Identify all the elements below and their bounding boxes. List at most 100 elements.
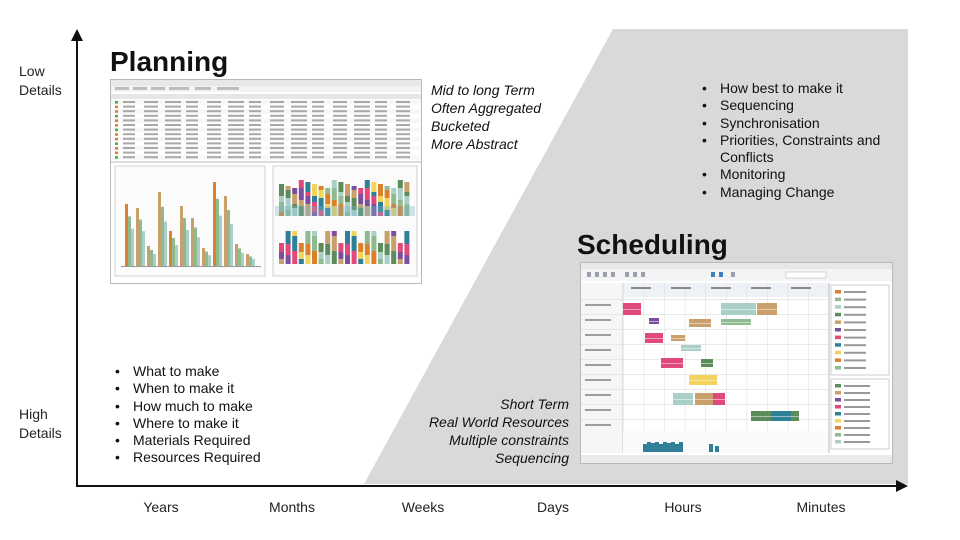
table-cell <box>291 119 307 122</box>
table-cell <box>186 137 198 140</box>
planning-bar <box>213 182 216 266</box>
planning-stack-segment <box>345 244 350 255</box>
planning-stack-segment <box>331 180 337 188</box>
gantt-task-divider <box>701 363 713 364</box>
planning-bar <box>224 196 227 266</box>
planning-bar <box>194 227 197 266</box>
planning-stack-segment <box>397 188 403 200</box>
table-cell <box>333 124 347 126</box>
planning-bar <box>219 215 222 266</box>
planning-stack-segment <box>325 188 331 194</box>
table-cell <box>186 128 198 131</box>
x-tick-weeks: Weeks <box>401 499 445 515</box>
planning-stack-segment <box>351 231 357 236</box>
gantt-row-line <box>581 374 829 375</box>
table-cell <box>291 124 307 126</box>
table-cell <box>228 133 244 136</box>
table-row-status-icon <box>115 119 118 122</box>
planning-bar <box>161 206 164 266</box>
planning-bar <box>172 238 175 266</box>
planning-stack-segment <box>358 208 364 216</box>
gantt-header-label <box>751 287 771 289</box>
planning-stack-segment <box>279 259 284 264</box>
planning-stack-segment <box>292 231 298 236</box>
gantt-task-divider <box>671 338 685 339</box>
y-axis-bottom-label: High Details <box>19 406 62 441</box>
table-row-stripe <box>111 118 421 123</box>
x-tick-hours: Hours <box>664 499 702 515</box>
table-cell <box>228 142 244 145</box>
planning-stack-segment <box>279 202 284 212</box>
planning-bar <box>183 218 186 266</box>
table-cell <box>249 156 261 159</box>
resource-label <box>844 441 870 443</box>
planning-stack-segment <box>305 182 311 192</box>
table-cell <box>375 124 387 126</box>
table-cell <box>291 142 307 145</box>
table-cell <box>291 147 307 149</box>
planning-stack-segment <box>378 196 383 202</box>
planning-stack-segment <box>371 231 377 236</box>
legend-swatch <box>835 335 841 340</box>
planning-question: When to make it <box>113 380 261 398</box>
table-cell <box>165 128 181 131</box>
planning-stack-segment <box>298 200 304 206</box>
table-cell <box>354 119 370 122</box>
resource-label <box>844 413 870 415</box>
planning-stack-segment <box>351 186 357 190</box>
table-cell <box>186 133 198 136</box>
x-tick-months: Months <box>269 499 315 515</box>
planning-stack-segment <box>298 252 304 259</box>
planning-stack-segment <box>279 252 284 259</box>
planning-stack-segment <box>378 243 383 252</box>
table-cell <box>291 137 307 140</box>
table-row-status-icon <box>115 147 118 150</box>
planning-stack-segment <box>331 188 337 200</box>
table-cell <box>333 147 347 149</box>
planning-stack-segment <box>298 188 304 200</box>
table-cell <box>207 105 221 108</box>
table-cell <box>165 156 181 159</box>
table-cell <box>375 137 387 140</box>
table-cell <box>207 142 221 145</box>
gantt-row-label <box>585 349 611 351</box>
planning-bar <box>175 245 178 266</box>
planning-stack-segment <box>338 259 344 264</box>
planning-stack-segment <box>298 243 304 252</box>
planning-stack-segment <box>364 231 370 244</box>
planning-bar <box>241 252 244 266</box>
gantt-task-divider <box>757 309 777 310</box>
planning-stack-segment <box>404 231 410 244</box>
planning-stack-segment <box>384 186 390 190</box>
gantt-row-label <box>585 319 611 321</box>
x-tick-years: Years <box>143 499 179 515</box>
table-cell <box>123 142 135 145</box>
planning-bar <box>208 255 211 266</box>
resource-label <box>844 434 870 436</box>
table-cell <box>207 133 221 136</box>
planning-stack-segment <box>305 196 311 204</box>
table-cell <box>123 114 135 117</box>
planning-stack-segment <box>279 184 284 196</box>
scheduling-question: How best to make it <box>700 80 895 98</box>
resource-label <box>844 385 870 387</box>
table-cell <box>396 124 410 126</box>
table-cell <box>291 105 307 108</box>
table-cell <box>375 156 387 159</box>
planning-stack-segment <box>312 184 317 196</box>
planning-stack-segment <box>345 231 350 244</box>
table-cell <box>207 119 221 122</box>
table-cell <box>333 151 347 154</box>
planning-stack-segment <box>351 198 357 210</box>
table-cell <box>207 137 221 140</box>
table-cell <box>249 105 261 108</box>
table-cell <box>354 110 370 113</box>
planning-stack-segment <box>404 192 410 196</box>
table-cell <box>144 110 158 113</box>
table-row-stripe <box>111 127 421 133</box>
table-cell <box>312 114 324 117</box>
table-cell <box>165 151 181 154</box>
planning-stack-segment <box>397 252 403 259</box>
table-cell <box>270 156 284 159</box>
resource-swatch <box>835 405 841 409</box>
